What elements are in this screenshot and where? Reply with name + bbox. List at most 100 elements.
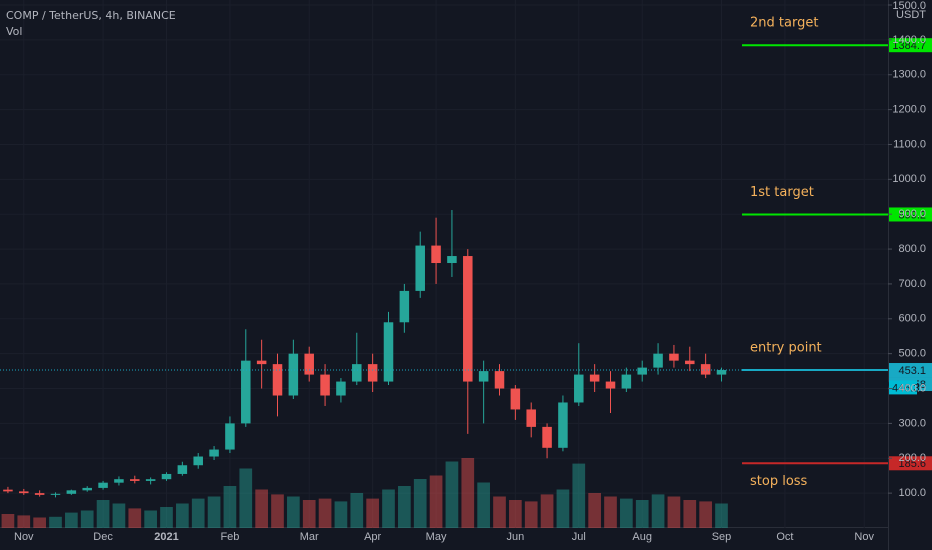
candle-body: [367, 364, 378, 382]
volume-bar: [635, 500, 649, 528]
y-tick-label: 1000.0: [892, 173, 926, 185]
candle-body: [685, 360, 695, 365]
candle-body: [19, 491, 29, 494]
candle-body: [558, 402, 568, 448]
volume-bar: [302, 500, 316, 528]
volume-bar: [144, 510, 157, 528]
volume-pane: [1, 458, 728, 528]
volume-bar: [667, 496, 681, 528]
candle-body: [241, 360, 251, 424]
x-tick-label: Oct: [776, 531, 793, 543]
currency-label: USDT: [896, 9, 926, 21]
x-tick-label: Jun: [506, 531, 524, 543]
levels: 2nd target 1384.7 1st target 899.2 entry poi…: [0, 16, 932, 489]
grid: [0, 0, 888, 528]
candle-body: [383, 322, 394, 382]
y-tick-label: 100.0: [898, 487, 926, 499]
volume-bar: [128, 508, 142, 528]
candle-body: [716, 370, 727, 375]
axes: 100.0 200.0 300.0 400.0 500.0 600.0 700.0 800.0…: [14, 0, 926, 543]
candle-body: [130, 479, 140, 481]
volume-bar: [683, 500, 697, 528]
y-tick-label: 900.0: [898, 208, 926, 220]
volume-bar: [382, 489, 395, 528]
y-tick-label: 200.0: [898, 452, 926, 464]
volume-bar: [1, 514, 15, 528]
volume-bar: [556, 489, 570, 528]
candle-body: [272, 364, 283, 396]
volume-bar: [271, 494, 284, 528]
y-tick-label: 1200.0: [892, 104, 926, 116]
candle-body: [34, 493, 45, 495]
price-label: 185.6: [898, 458, 926, 470]
volume-bar: [223, 486, 237, 528]
volume-bar: [160, 507, 173, 528]
price-label-box: [889, 380, 917, 395]
candle-body: [669, 353, 679, 361]
indicator-label: Vol: [6, 25, 22, 38]
candle-body: [621, 374, 632, 389]
level-annotation: 1st target: [750, 185, 814, 200]
candle-body: [637, 367, 647, 375]
y-tick-label: 1300.0: [892, 69, 926, 81]
candle-body: [510, 388, 521, 410]
price-label-box: [889, 38, 932, 53]
candle-body: [478, 371, 489, 382]
candle-body: [320, 374, 330, 396]
x-tick-label: 2021: [154, 531, 178, 543]
volume-bar: [572, 463, 586, 528]
x-tick-label: Feb: [220, 531, 239, 543]
volume-bar: [255, 489, 268, 528]
x-tick-label: Jul: [572, 531, 586, 543]
candle-body: [50, 493, 61, 495]
candle-body: [336, 381, 346, 396]
y-tick-label: 1400.0: [892, 34, 926, 46]
price-label: 453.1: [898, 365, 926, 377]
volume-bar: [429, 475, 443, 528]
candle-body: [225, 423, 235, 450]
price-label-box: [889, 207, 932, 222]
volume-bar: [540, 494, 554, 528]
chart-title: COMP / TetherUS, 4h, BINANCE: [6, 9, 176, 22]
x-tick-label: Sep: [712, 531, 732, 543]
volume-bar: [96, 500, 110, 528]
level-annotation: 2nd target: [750, 16, 818, 31]
volume-bar: [65, 512, 78, 528]
volume-bar: [318, 498, 332, 528]
candle-body: [256, 360, 267, 365]
price-label-box: [889, 363, 932, 378]
price-label: 446.3: [892, 382, 920, 394]
x-tick-label: Nov: [14, 531, 34, 543]
level-annotation: stop loss: [750, 474, 808, 489]
x-tick-label: Mar: [300, 531, 319, 543]
volume-bar: [191, 498, 205, 528]
volume-bar: [366, 498, 379, 528]
candle-body: [463, 256, 473, 382]
volume-bar: [620, 498, 633, 528]
y-tick-label: 500.0: [898, 348, 926, 360]
candles: [3, 210, 727, 498]
candle-body: [494, 371, 505, 389]
candle-body: [114, 479, 124, 483]
volume-bar: [176, 503, 189, 528]
x-tick-label: Aug: [632, 531, 652, 543]
candle-body: [352, 364, 362, 382]
x-tick-label: Nov: [854, 531, 874, 543]
candle-body: [3, 489, 13, 492]
volume-bar: [287, 496, 300, 528]
candle-body: [700, 364, 711, 375]
x-tick-label: May: [426, 531, 447, 543]
candle-body: [605, 381, 616, 389]
volume-bar: [461, 458, 475, 528]
volume-bar: [715, 503, 728, 528]
volume-bar: [239, 468, 253, 528]
y-tick-label: 600.0: [898, 313, 926, 325]
price-label: 1384.7: [892, 40, 926, 52]
candle-body: [399, 290, 410, 323]
candle-body: [542, 426, 552, 448]
volume-bar: [604, 496, 617, 528]
y-tick-label: 300.0: [898, 417, 926, 429]
candle-body: [304, 353, 314, 375]
candle-body: [161, 473, 172, 480]
